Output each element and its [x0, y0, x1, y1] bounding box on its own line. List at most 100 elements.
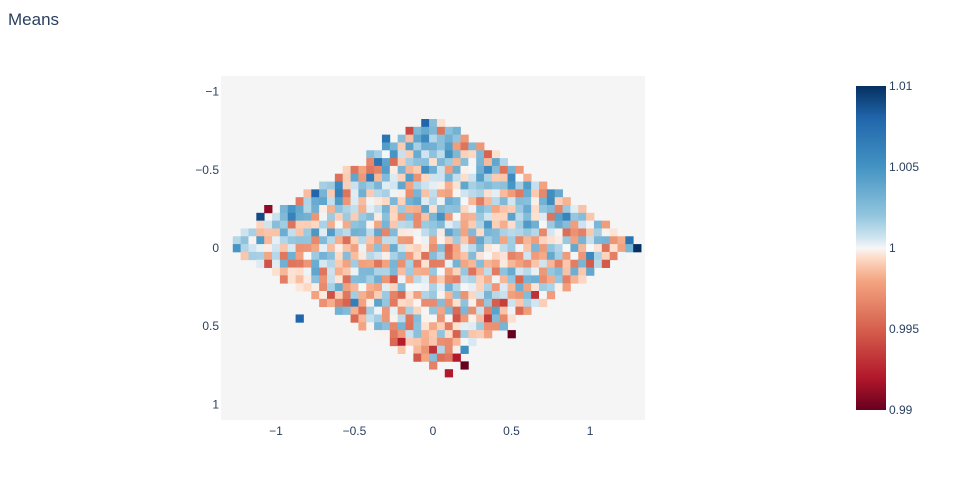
heatmap-cell — [287, 228, 296, 237]
heatmap-cell — [429, 228, 438, 237]
heatmap-cell — [413, 212, 422, 222]
heatmap-cell — [381, 134, 391, 143]
heatmap-cell — [311, 205, 320, 214]
heatmap-cell — [468, 142, 477, 151]
heatmap-cell — [374, 181, 383, 190]
heatmap-cell — [421, 337, 430, 347]
heatmap-cell — [311, 244, 320, 253]
colorbar-ticks: 1.01 1.005 1 0.995 0.99 — [889, 79, 919, 417]
heatmap-cell — [350, 205, 359, 214]
heatmap-cell — [272, 251, 281, 261]
heatmap-cell — [295, 275, 304, 284]
heatmap-cell — [523, 181, 532, 190]
heatmap-cell — [578, 236, 587, 245]
heatmap-cell — [468, 220, 477, 229]
heatmap-cell — [413, 298, 422, 308]
heatmap-cell — [319, 298, 328, 308]
heatmap-cell — [460, 283, 469, 292]
heatmap-cell — [586, 212, 595, 222]
x-tick-label: −1 — [269, 424, 283, 438]
heatmap-cell — [358, 173, 367, 182]
heatmap-cell — [452, 165, 461, 175]
heatmap-cell — [491, 298, 501, 308]
heatmap-cell — [311, 228, 320, 237]
colorbar-tick-label: 0.995 — [889, 322, 919, 336]
heatmap-cell — [389, 173, 399, 182]
heatmap-cell — [358, 267, 367, 276]
heatmap-cell — [319, 205, 328, 214]
heatmap-cell — [452, 205, 461, 214]
heatmap-cell — [381, 314, 391, 323]
heatmap-cell — [405, 158, 414, 167]
heatmap-cell — [460, 251, 469, 261]
heatmap-cell — [350, 306, 359, 315]
heatmap-cell — [272, 228, 281, 237]
heatmap-cell — [366, 236, 375, 245]
heatmap-cell — [279, 267, 289, 276]
heatmap-cell — [444, 220, 454, 229]
heatmap-cell — [279, 220, 289, 229]
heatmap-cell — [499, 322, 508, 331]
heatmap-cell — [350, 251, 359, 261]
heatmap-cell — [444, 197, 454, 206]
heatmap-cell — [421, 220, 430, 229]
heatmap-cell — [452, 181, 461, 190]
heatmap-cell — [507, 251, 516, 261]
heatmap-cell — [523, 283, 532, 292]
heatmap-cell — [405, 337, 414, 347]
heatmap-cell — [578, 267, 587, 276]
x-tick-label: 1 — [587, 424, 594, 438]
heatmap-cell — [405, 220, 414, 229]
heatmap-cell — [413, 173, 422, 182]
heatmap-cell — [381, 322, 391, 331]
heatmap-cell — [523, 236, 532, 245]
heatmap-cell — [350, 173, 359, 182]
heatmap-cell — [342, 275, 351, 284]
heatmap-cell — [413, 337, 422, 347]
heatmap-cell — [586, 259, 595, 268]
heatmap-cell — [334, 181, 344, 190]
heatmap-cell — [319, 212, 328, 222]
heatmap-cell — [295, 197, 304, 206]
heatmap-cell — [350, 244, 359, 253]
heatmap-cell — [366, 298, 375, 308]
heatmap-cell — [389, 291, 399, 300]
heatmap-cell — [444, 205, 454, 214]
heatmap-cell — [593, 228, 603, 237]
heatmap-cell — [421, 158, 430, 167]
heatmap-cell — [256, 251, 265, 261]
heatmap-cell — [421, 353, 430, 362]
heatmap-cell — [342, 212, 351, 222]
heatmap-cell — [248, 228, 257, 237]
heatmap-cell — [444, 322, 454, 331]
heatmap-cell — [601, 220, 611, 229]
heatmap-cell — [460, 291, 469, 300]
heatmap-cell — [334, 220, 344, 229]
heatmap-cell — [515, 173, 524, 182]
heatmap-cell — [358, 181, 367, 190]
heatmap-cell — [444, 181, 454, 190]
heatmap-cell — [381, 306, 391, 315]
heatmap-cell — [468, 330, 477, 339]
heatmap-cell — [491, 228, 501, 237]
heatmap-cell — [531, 251, 540, 261]
heatmap-cell — [499, 212, 508, 222]
heatmap-cell — [429, 150, 438, 159]
heatmap-cell — [405, 330, 414, 339]
heatmap-cell — [303, 220, 312, 229]
heatmap-cell — [468, 212, 477, 222]
heatmap-cell — [413, 126, 422, 136]
heatmap-cell — [366, 173, 375, 182]
heatmap-cell — [405, 173, 414, 182]
heatmap-cell — [429, 158, 438, 167]
heatmap-cell — [436, 314, 446, 323]
heatmap-cell — [499, 197, 508, 206]
heatmap-cell — [468, 173, 477, 182]
heatmap-cell — [397, 244, 406, 253]
heatmap-cell — [468, 244, 477, 253]
heatmap-cell — [279, 212, 289, 222]
heatmap-cell — [491, 181, 501, 190]
heatmap-cell — [311, 259, 320, 268]
heatmap-cell — [381, 291, 391, 300]
heatmap-cell — [397, 314, 406, 323]
